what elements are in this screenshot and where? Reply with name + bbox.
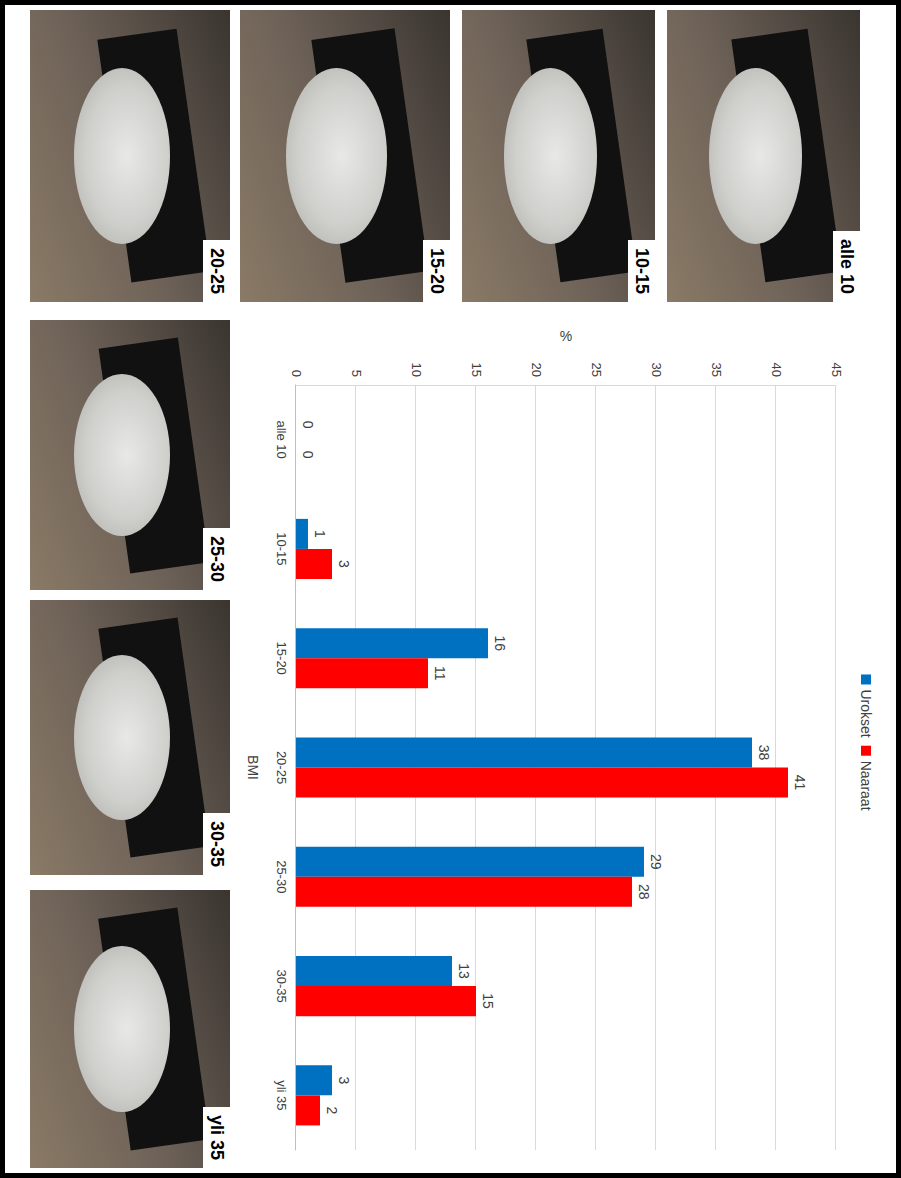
svg-text:29: 29: [648, 854, 664, 870]
svg-text:10-15: 10-15: [274, 532, 289, 565]
svg-text:%: %: [560, 328, 572, 344]
svg-text:20: 20: [529, 363, 544, 377]
svg-text:45: 45: [829, 363, 844, 377]
svg-text:Naaraat: Naaraat: [858, 761, 874, 811]
svg-text:20-25: 20-25: [274, 751, 289, 784]
svg-text:40: 40: [769, 363, 784, 377]
svg-text:5: 5: [349, 370, 364, 377]
svg-text:41: 41: [792, 775, 808, 791]
svg-text:Urokset: Urokset: [858, 689, 874, 737]
svg-text:yli 35: yli 35: [274, 1080, 289, 1110]
svg-text:10: 10: [409, 363, 424, 377]
svg-text:25: 25: [589, 363, 604, 377]
svg-text:0: 0: [289, 370, 304, 377]
svg-text:1: 1: [312, 530, 328, 538]
svg-text:0: 0: [300, 451, 316, 459]
svg-text:alle 10: alle 10: [274, 420, 289, 458]
svg-text:35: 35: [709, 363, 724, 377]
html-text:25-30: 25-30: [207, 536, 227, 582]
html-text:20-25: 20-25: [207, 248, 227, 294]
html-text:alle 10: alle 10: [837, 239, 857, 294]
svg-text:15: 15: [480, 993, 496, 1009]
html-text:15-20: 15-20: [427, 248, 447, 294]
html-text:yli 35: yli 35: [207, 1115, 227, 1160]
html-text:30-35: 30-35: [207, 821, 227, 867]
svg-text:30: 30: [649, 363, 664, 377]
html-text:10-15: 10-15: [632, 248, 652, 294]
svg-text:38: 38: [756, 745, 772, 761]
svg-text:11: 11: [432, 666, 448, 681]
svg-text:BMI: BMI: [245, 755, 261, 780]
svg-text:16: 16: [492, 635, 508, 651]
svg-text:28: 28: [636, 884, 652, 900]
svg-text:2: 2: [324, 1106, 340, 1114]
svg-text:30-35: 30-35: [274, 969, 289, 1002]
svg-text:25-30: 25-30: [274, 860, 289, 893]
svg-text:13: 13: [456, 963, 472, 979]
svg-text:3: 3: [336, 560, 352, 568]
svg-text:15: 15: [469, 363, 484, 377]
svg-text:3: 3: [336, 1076, 352, 1084]
svg-text:15-20: 15-20: [274, 642, 289, 675]
svg-text:0: 0: [300, 421, 316, 429]
